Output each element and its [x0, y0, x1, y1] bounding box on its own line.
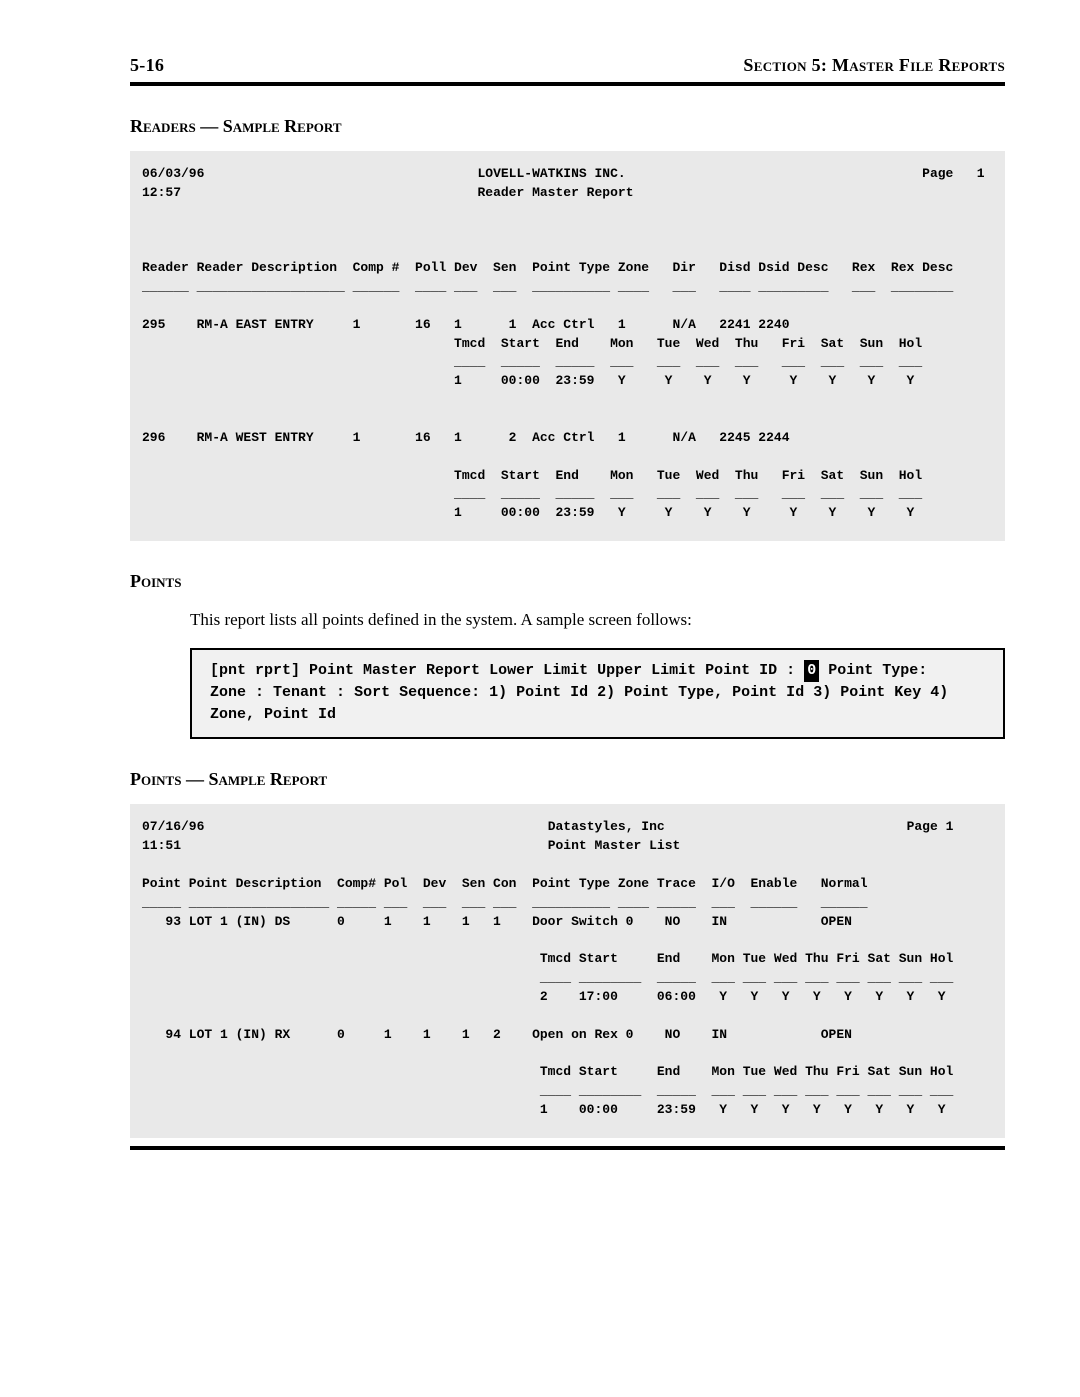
term-sort-2: 2) Point Type, Point Id [597, 684, 804, 701]
rpt-time: 12:57 [142, 185, 181, 200]
prpt-col-under: _____ __________________ _____ ___ ___ _… [142, 895, 868, 910]
term-lower-limit: Lower Limit [489, 662, 588, 679]
rpt-col-under: ______ ___________________ ______ ____ _… [142, 279, 953, 294]
points-intro-text: This report lists all points defined in … [190, 610, 1005, 630]
page-header: 5-16 Section 5: Master File Reports [130, 55, 1005, 76]
rpt-company: LOVELL-WATKINS INC. [477, 166, 625, 181]
rpt-row1-vals: 1 00:00 23:59 Y Y Y Y Y Y Y Y [142, 373, 914, 388]
term-point-id-value[interactable]: 0 [804, 660, 819, 682]
header-rule [130, 82, 1005, 86]
rpt-row1-under: ____ _____ _____ ___ ___ ___ ___ ___ ___… [142, 354, 922, 369]
terminal-screen: [pnt rprt] Point Master Report Lower Lim… [190, 648, 1005, 739]
readers-section-title: Readers — Sample Report [130, 116, 1005, 137]
prpt-row2-sched: Tmcd Start End Mon Tue Wed Thu Fri Sat S… [142, 1064, 953, 1079]
prpt-date: 07/16/96 [142, 819, 204, 834]
page: 5-16 Section 5: Master File Reports Read… [0, 0, 1080, 1190]
prpt-title: Point Master List [548, 838, 681, 853]
footer-rule [130, 1146, 1005, 1150]
prpt-row2-vals: 1 00:00 23:59 Y Y Y Y Y Y Y Y [142, 1102, 946, 1117]
prpt-columns: Point Point Description Comp# Pol Dev Se… [142, 876, 868, 891]
page-number: 5-16 [130, 55, 164, 76]
points-sample-title: Points — Sample Report [130, 769, 1005, 790]
rpt-date: 06/03/96 [142, 166, 204, 181]
prpt-time: 11:51 [142, 838, 181, 853]
prpt-row1: 93 LOT 1 (IN) DS 0 1 1 1 1 Door Switch 0… [142, 914, 852, 929]
prpt-row1-sched: Tmcd Start End Mon Tue Wed Thu Fri Sat S… [142, 951, 953, 966]
prpt-company: Datastyles, Inc [548, 819, 665, 834]
points-heading: Points [130, 571, 1005, 592]
rpt-page: Page 1 [922, 166, 984, 181]
prpt-row1-under: ____ ________ _____ ___ ___ ___ ___ ___ … [142, 970, 953, 985]
rpt-row2-sched-hdr: Tmcd Start End Mon Tue Wed Thu Fri Sat S… [142, 468, 922, 483]
prpt-row2: 94 LOT 1 (IN) RX 0 1 1 1 2 Open on Rex 0… [142, 1027, 852, 1042]
prpt-row1-vals: 2 17:00 06:00 Y Y Y Y Y Y Y Y [142, 989, 946, 1004]
rpt-title: Reader Master Report [477, 185, 633, 200]
rpt-row1: 295 RM-A EAST ENTRY 1 16 1 1 Acc Ctrl 1 … [142, 317, 790, 332]
section-label: Section 5: Master File Reports [743, 55, 1005, 76]
term-upper-limit: Upper Limit [597, 662, 696, 679]
term-point-type-label: Point Type: [828, 662, 927, 679]
rpt-row1-sched-hdr: Tmcd Start End Mon Tue Wed Thu Fri Sat S… [142, 336, 922, 351]
rpt-row2: 296 RM-A WEST ENTRY 1 16 1 2 Acc Ctrl 1 … [142, 430, 790, 445]
rpt-row2-under: ____ _____ _____ ___ ___ ___ ___ ___ ___… [142, 486, 922, 501]
term-sort-label: Sort Sequence: [354, 684, 480, 701]
term-sort-3: 3) Point Key [813, 684, 921, 701]
term-cmd: [pnt rprt] [210, 662, 300, 679]
term-point-id-label: Point ID : [705, 662, 795, 679]
readers-sample-report: 06/03/96 LOVELL-WATKINS INC. Page 1 12:5… [130, 151, 1005, 541]
rpt-columns: Reader Reader Description Comp # Poll De… [142, 260, 953, 275]
rpt-row2-vals: 1 00:00 23:59 Y Y Y Y Y Y Y Y [142, 505, 914, 520]
points-sample-report: 07/16/96 Datastyles, Inc Page 1 11:51 Po… [130, 804, 1005, 1138]
prpt-row2-under: ____ ________ _____ ___ ___ ___ ___ ___ … [142, 1083, 953, 1098]
prpt-page: Page 1 [907, 819, 954, 834]
term-tenant-label: Tenant : [273, 684, 345, 701]
term-sort-1: 1) Point Id [489, 684, 588, 701]
term-zone-label: Zone : [210, 684, 264, 701]
term-title: Point Master Report [309, 662, 480, 679]
